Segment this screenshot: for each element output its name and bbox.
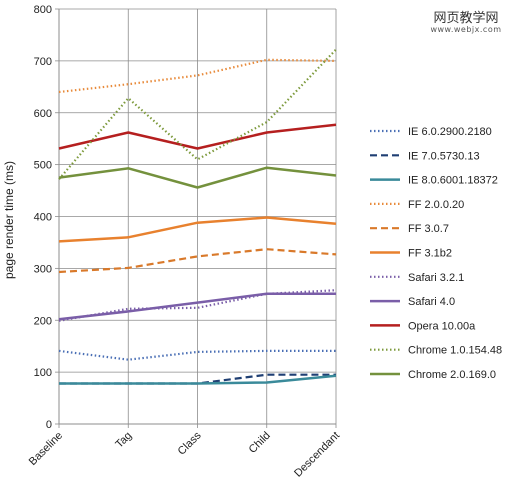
y-tick-label: 200 xyxy=(34,315,52,327)
watermark-sub-text: www.webjx.com xyxy=(430,25,501,34)
legend: IE 6.0.2900.2180 IE 7.0.5730.13 IE 8.0.600… xyxy=(370,126,502,381)
legend-label: Safari 3.2.1 xyxy=(408,272,464,284)
series-lines xyxy=(58,48,337,385)
y-tick-label: 400 xyxy=(34,212,52,224)
legend-entry: Opera 10.00a xyxy=(370,320,476,332)
y-tick-label: 500 xyxy=(34,160,52,172)
y-tick-label: 700 xyxy=(34,56,52,68)
y-tick-label: 300 xyxy=(34,263,52,275)
legend-entry: FF 3.1b2 xyxy=(370,248,452,260)
series-line-9 xyxy=(58,123,337,150)
series-line-3 xyxy=(59,374,337,385)
legend-label: Safari 4.0 xyxy=(408,296,455,308)
legend-entry: Chrome 2.0.169.0 xyxy=(370,369,496,381)
watermark-main-text: 网页教学网 xyxy=(433,10,498,26)
series-line-5 xyxy=(58,248,337,274)
legend-label: Opera 10.00a xyxy=(408,320,476,332)
legend-entry: IE 7.0.5730.13 xyxy=(370,150,480,162)
series-line-6 xyxy=(58,216,337,243)
y-tick-label: 600 xyxy=(34,108,52,120)
legend-label: FF 2.0.0.20 xyxy=(408,199,464,211)
tick-labels: 0 100 200 300 400 500 600 700 800 Baseline Tag Clas… xyxy=(27,4,342,480)
axes xyxy=(55,8,337,428)
legend-entry: IE 6.0.2900.2180 xyxy=(370,126,492,138)
x-tick-label: Class xyxy=(176,429,204,457)
legend-label: Chrome 1.0.154.48 xyxy=(408,345,502,357)
legend-label: Chrome 2.0.169.0 xyxy=(408,369,496,381)
x-tick-label: Baseline xyxy=(27,430,65,468)
legend-entry: IE 8.0.6001.18372 xyxy=(370,175,498,187)
legend-label: IE 6.0.2900.2180 xyxy=(408,126,492,138)
legend-label: IE 7.0.5730.13 xyxy=(408,150,480,162)
y-axis-title: page render time (ms) xyxy=(2,161,16,279)
series-line-8 xyxy=(58,292,336,321)
legend-label: IE 8.0.6001.18372 xyxy=(408,175,498,187)
x-tick-label: Tag xyxy=(113,430,134,451)
legend-label: FF 3.1b2 xyxy=(408,248,452,260)
legend-entry: Safari 4.0 xyxy=(370,296,455,308)
y-tick-label: 0 xyxy=(46,419,52,431)
legend-entry: Chrome 1.0.154.48 xyxy=(370,345,502,357)
legend-entry: FF 2.0.0.20 xyxy=(370,199,464,211)
x-tick-label: Descendant xyxy=(292,430,342,480)
x-tick-label: Child xyxy=(247,430,273,456)
watermark: 网页教学网 www.webjx.com xyxy=(430,10,501,34)
y-tick-label: 100 xyxy=(34,367,52,379)
y-tick-label: 800 xyxy=(34,4,52,16)
legend-entry: FF 3.0.7 xyxy=(370,223,449,235)
series-line-11 xyxy=(58,166,337,189)
gridlines xyxy=(58,8,337,425)
legend-entry: Safari 3.2.1 xyxy=(370,272,464,284)
legend-label: FF 3.0.7 xyxy=(408,223,449,235)
